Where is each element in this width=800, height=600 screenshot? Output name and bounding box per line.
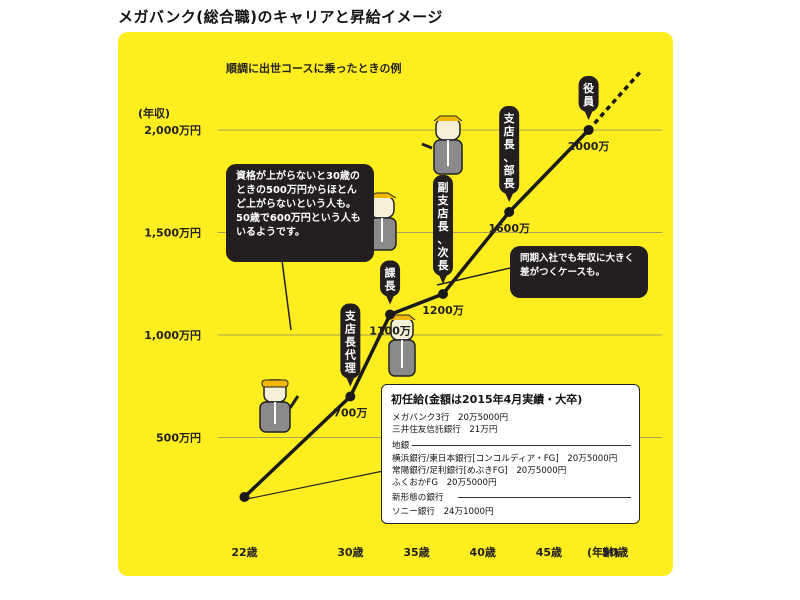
y-tick-label: 1,500万円 [144,227,201,240]
role-label: 副支店長、次長 [437,180,450,272]
regional-line: 横浜銀行/東日本銀行[コンコルディア・FG] 20万5000円 [392,454,618,464]
data-point [504,207,515,217]
x-tick-label: 35歳 [403,545,429,559]
x-tick-labels: 22歳 30歳 35歳 40歳 45歳 50歳 [231,545,628,559]
role-callout: 役員 [578,76,599,120]
person-illustration-colleague [388,314,416,377]
person-illustration-young [259,379,300,433]
chart-subtitle: 順調に出世コースに乗ったときの例 [226,61,401,75]
x-tick-label: 50歳 [602,545,628,559]
divider [412,445,631,446]
data-point [438,289,448,299]
data-point [345,391,356,402]
megabank-line: メガバンク3行 20万5000円 [392,413,509,423]
megabank-line: 三井住友信託銀行 21万円 [392,425,498,435]
note-gap: 同期入社でも年収に大きく差がつくケースも。 [510,246,648,298]
note-pointer [436,267,511,286]
role-label: 支店長代理 [344,309,357,375]
note-stagnation-text: 資格が上がらないと30歳のときの500万円からほとんど上がらないという人も。50… [236,171,361,238]
page-title: メガバンク(総合職)のキャリアと昇給イメージ [118,8,443,26]
point-labels: 700万 支店長代理 1100万 課長 1200万 副支店長、次長 1600万 支店長、部長 2… [333,76,609,420]
series-line [243,128,590,499]
y-axis-label: (年収) [138,106,170,120]
data-point [583,125,594,135]
person-illustration-manager [367,192,397,251]
x-tick-label: 45歳 [536,545,562,559]
value-label: 1600万 [488,222,530,235]
data-point [385,309,396,320]
x-axis-unit-label: (年齢) [587,545,619,559]
role-label: 役員 [582,81,594,108]
y-tick-label: 2,000万円 [144,124,201,137]
regional-heading: 地銀 [392,441,410,451]
regional-line: 常陽銀行/足利銀行[めぶきFG] 20万5000円 [392,466,567,476]
role-callout: 課長 [380,260,401,305]
role-callout: 支店長、部長 [499,106,520,202]
person-illustration-executive [421,115,463,175]
x-tick-label: 22歳 [231,545,257,559]
divider [458,497,631,498]
value-label: 700万 [333,407,367,420]
role-label: 支店長、部長 [503,111,516,190]
new-type-heading: 新形態の銀行 [392,493,444,503]
y-tick-label: 500万円 [156,432,201,445]
value-label: 1200万 [422,304,464,317]
value-label: 1100万 [369,325,411,338]
role-callout: 支店長代理 [340,303,361,387]
note-gap-text: 同期入社でも年収に大きく差がつくケースも。 [520,253,635,278]
note-stagnation: 資格が上がらないと30歳のときの500万円からほとんど上がらないという人も。50… [226,164,374,262]
starting-salary-heading: 初任給(金額は2015年4月実績・大卒) [391,393,583,406]
starting-salary-box: 初任給(金額は2015年4月実績・大卒) メガバンク3行 20万5000円 三井… [381,384,640,524]
y-tick-labels: 500万円 1,000万円 1,500万円 2,000万円 [144,124,201,445]
data-point [239,491,250,502]
y-tick-label: 1,000万円 [144,329,201,342]
x-tick-label: 40歳 [470,545,496,559]
x-tick-label: 30歳 [337,545,363,559]
role-label: 課長 [385,266,397,293]
value-label: 2000万 [568,140,610,153]
regional-line: ふくおかFG 20万5000円 [392,478,497,488]
info-pointer [246,467,399,500]
new-type-line: ソニー銀行 24万1000円 [392,507,494,517]
role-callout: 副支店長、次長 [433,175,453,284]
series-extension [587,69,643,132]
salary-series [239,69,643,502]
